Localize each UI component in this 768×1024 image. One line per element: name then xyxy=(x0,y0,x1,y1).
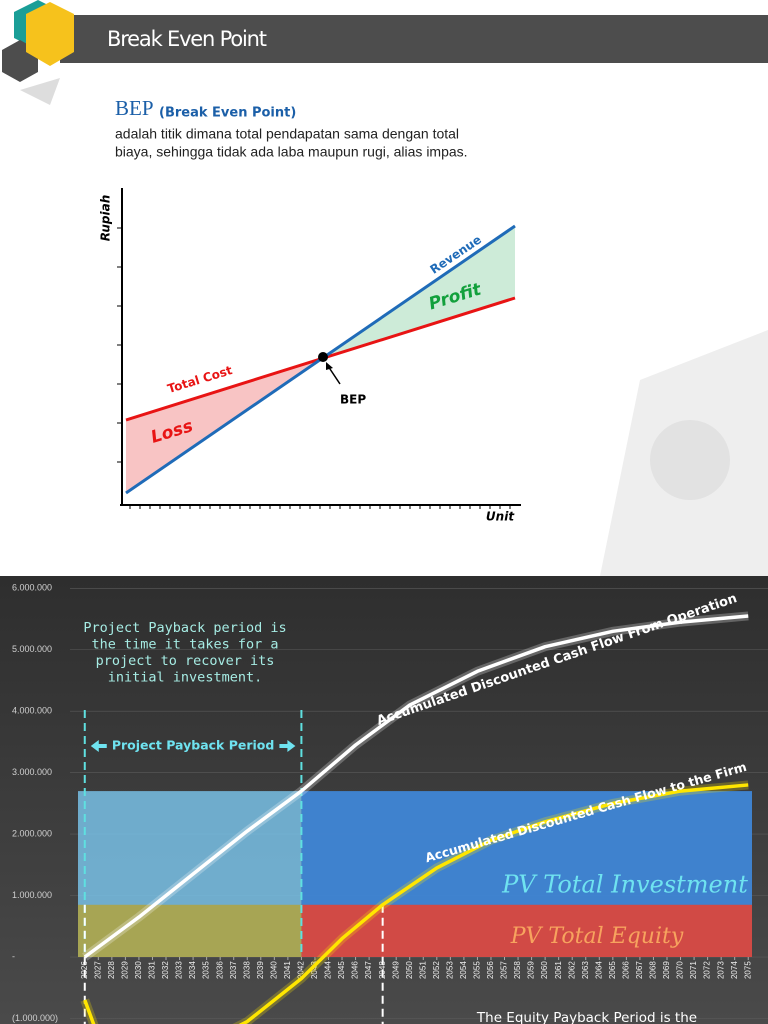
arrow xyxy=(279,740,296,752)
axis-ticks xyxy=(117,227,511,509)
x-tick-label: 2061 xyxy=(554,961,563,979)
y-tick-label: 1.000.000 xyxy=(12,890,52,900)
x-tick-label: 2062 xyxy=(567,961,576,979)
bep-abbr: BEP xyxy=(115,96,154,120)
x-tick-label: 2060 xyxy=(540,961,549,979)
x-tick-label: 2064 xyxy=(594,961,603,979)
x-tick-label: 2056 xyxy=(486,961,495,979)
bep-point xyxy=(318,352,328,362)
x-tick-label: 2049 xyxy=(391,961,400,979)
arrow xyxy=(327,365,341,385)
annotation: Project Payback period is xyxy=(83,620,286,636)
x-tick-label: 2041 xyxy=(283,961,292,979)
decoration xyxy=(20,78,60,105)
x-tick-label: 2027 xyxy=(93,961,102,979)
x-tick-label: 2069 xyxy=(662,961,671,979)
x-tick-label: 2065 xyxy=(608,961,617,979)
x-tick-label: 2029 xyxy=(120,961,129,979)
x-tick-label: 2032 xyxy=(161,961,170,979)
area-label: PV Total Equity xyxy=(510,924,684,949)
x-tick-label: 2066 xyxy=(621,961,630,979)
x-tick-label: 2038 xyxy=(242,961,251,979)
equity-note: The Equity Payback Period is the xyxy=(476,1010,697,1024)
bep-label: BEP xyxy=(340,393,366,407)
line xyxy=(83,783,749,1024)
x-tick-label: 2028 xyxy=(107,961,116,979)
x-tick-label: 2052 xyxy=(432,961,441,979)
x-tick-label: 2042 xyxy=(297,961,306,979)
x-tick-label: 2070 xyxy=(676,961,685,979)
y-label: Rupiah xyxy=(99,195,113,241)
x-tick-label: 2054 xyxy=(459,961,468,979)
header-title: Break Even Point xyxy=(107,27,267,51)
x-tick-label: 2044 xyxy=(324,961,333,979)
area-label: PV Total Investment xyxy=(501,871,748,899)
annotation: the time it takes for a xyxy=(92,637,279,653)
x-tick-label: 2051 xyxy=(418,961,427,979)
annotation: initial investment. xyxy=(108,670,262,686)
hexagon xyxy=(26,2,74,66)
x-tick-label: 2073 xyxy=(716,961,725,979)
header-bar xyxy=(60,15,768,63)
x-tick-label: 2035 xyxy=(202,961,211,979)
x-tick-label: 2067 xyxy=(635,961,644,979)
y-tick-label: 5.000.000 xyxy=(12,644,52,654)
y-tick-label: 6.000.000 xyxy=(12,583,52,593)
y-tick-label: 4.000.000 xyxy=(12,706,52,716)
x-tick-label: 2059 xyxy=(527,961,536,979)
arrow xyxy=(90,740,107,752)
x-tick-label: 2072 xyxy=(703,961,712,979)
x-tick-label: 2034 xyxy=(188,961,197,979)
y-tick-label: 3.000.000 xyxy=(12,767,52,777)
y-tick-label: (1.000.000) xyxy=(12,1013,58,1023)
y-tick-label: - xyxy=(12,951,15,961)
x-tick-label: 2037 xyxy=(229,961,238,979)
y-tick-label: 2.000.000 xyxy=(12,828,52,838)
x-tick-label: 2033 xyxy=(175,961,184,979)
x-tick-label: 2046 xyxy=(351,961,360,979)
bep-expansion: (Break Even Point) xyxy=(159,106,296,121)
x-tick-label: 2068 xyxy=(649,961,658,979)
x-tick-label: 2057 xyxy=(500,961,509,979)
x-label: Unit xyxy=(486,510,515,524)
x-tick-label: 2058 xyxy=(513,961,522,979)
line xyxy=(83,614,749,959)
x-tick-label: 2074 xyxy=(730,961,739,979)
x-tick-label: 2053 xyxy=(445,961,454,979)
bep-text: biaya, sehingga tidak ada laba maupun ru… xyxy=(115,144,468,160)
x-tick-label: 2039 xyxy=(256,961,265,979)
x-tick-label: 2071 xyxy=(689,961,698,979)
payback-label: Project Payback Period xyxy=(112,738,275,753)
x-tick-label: 2043 xyxy=(310,961,319,979)
x-tick-label: 2036 xyxy=(215,961,224,979)
annotation: project to recover its xyxy=(96,653,275,669)
x-tick-label: 2045 xyxy=(337,961,346,979)
x-tick-label: 2040 xyxy=(269,961,278,979)
x-tick-label: 2075 xyxy=(743,961,752,979)
x-tick-label: 2050 xyxy=(405,961,414,979)
x-tick-label: 2055 xyxy=(473,961,482,979)
decoration xyxy=(650,420,730,500)
arrow-head xyxy=(326,362,333,370)
bep-text: adalah titik dimana total pendapatan sam… xyxy=(115,126,459,142)
x-tick-label: 2063 xyxy=(581,961,590,979)
x-tick-label: 2031 xyxy=(148,961,157,979)
area-payback-part xyxy=(78,904,302,958)
x-tick-label: 2030 xyxy=(134,961,143,979)
area xyxy=(301,904,752,958)
x-tick-label: 2047 xyxy=(364,961,373,979)
